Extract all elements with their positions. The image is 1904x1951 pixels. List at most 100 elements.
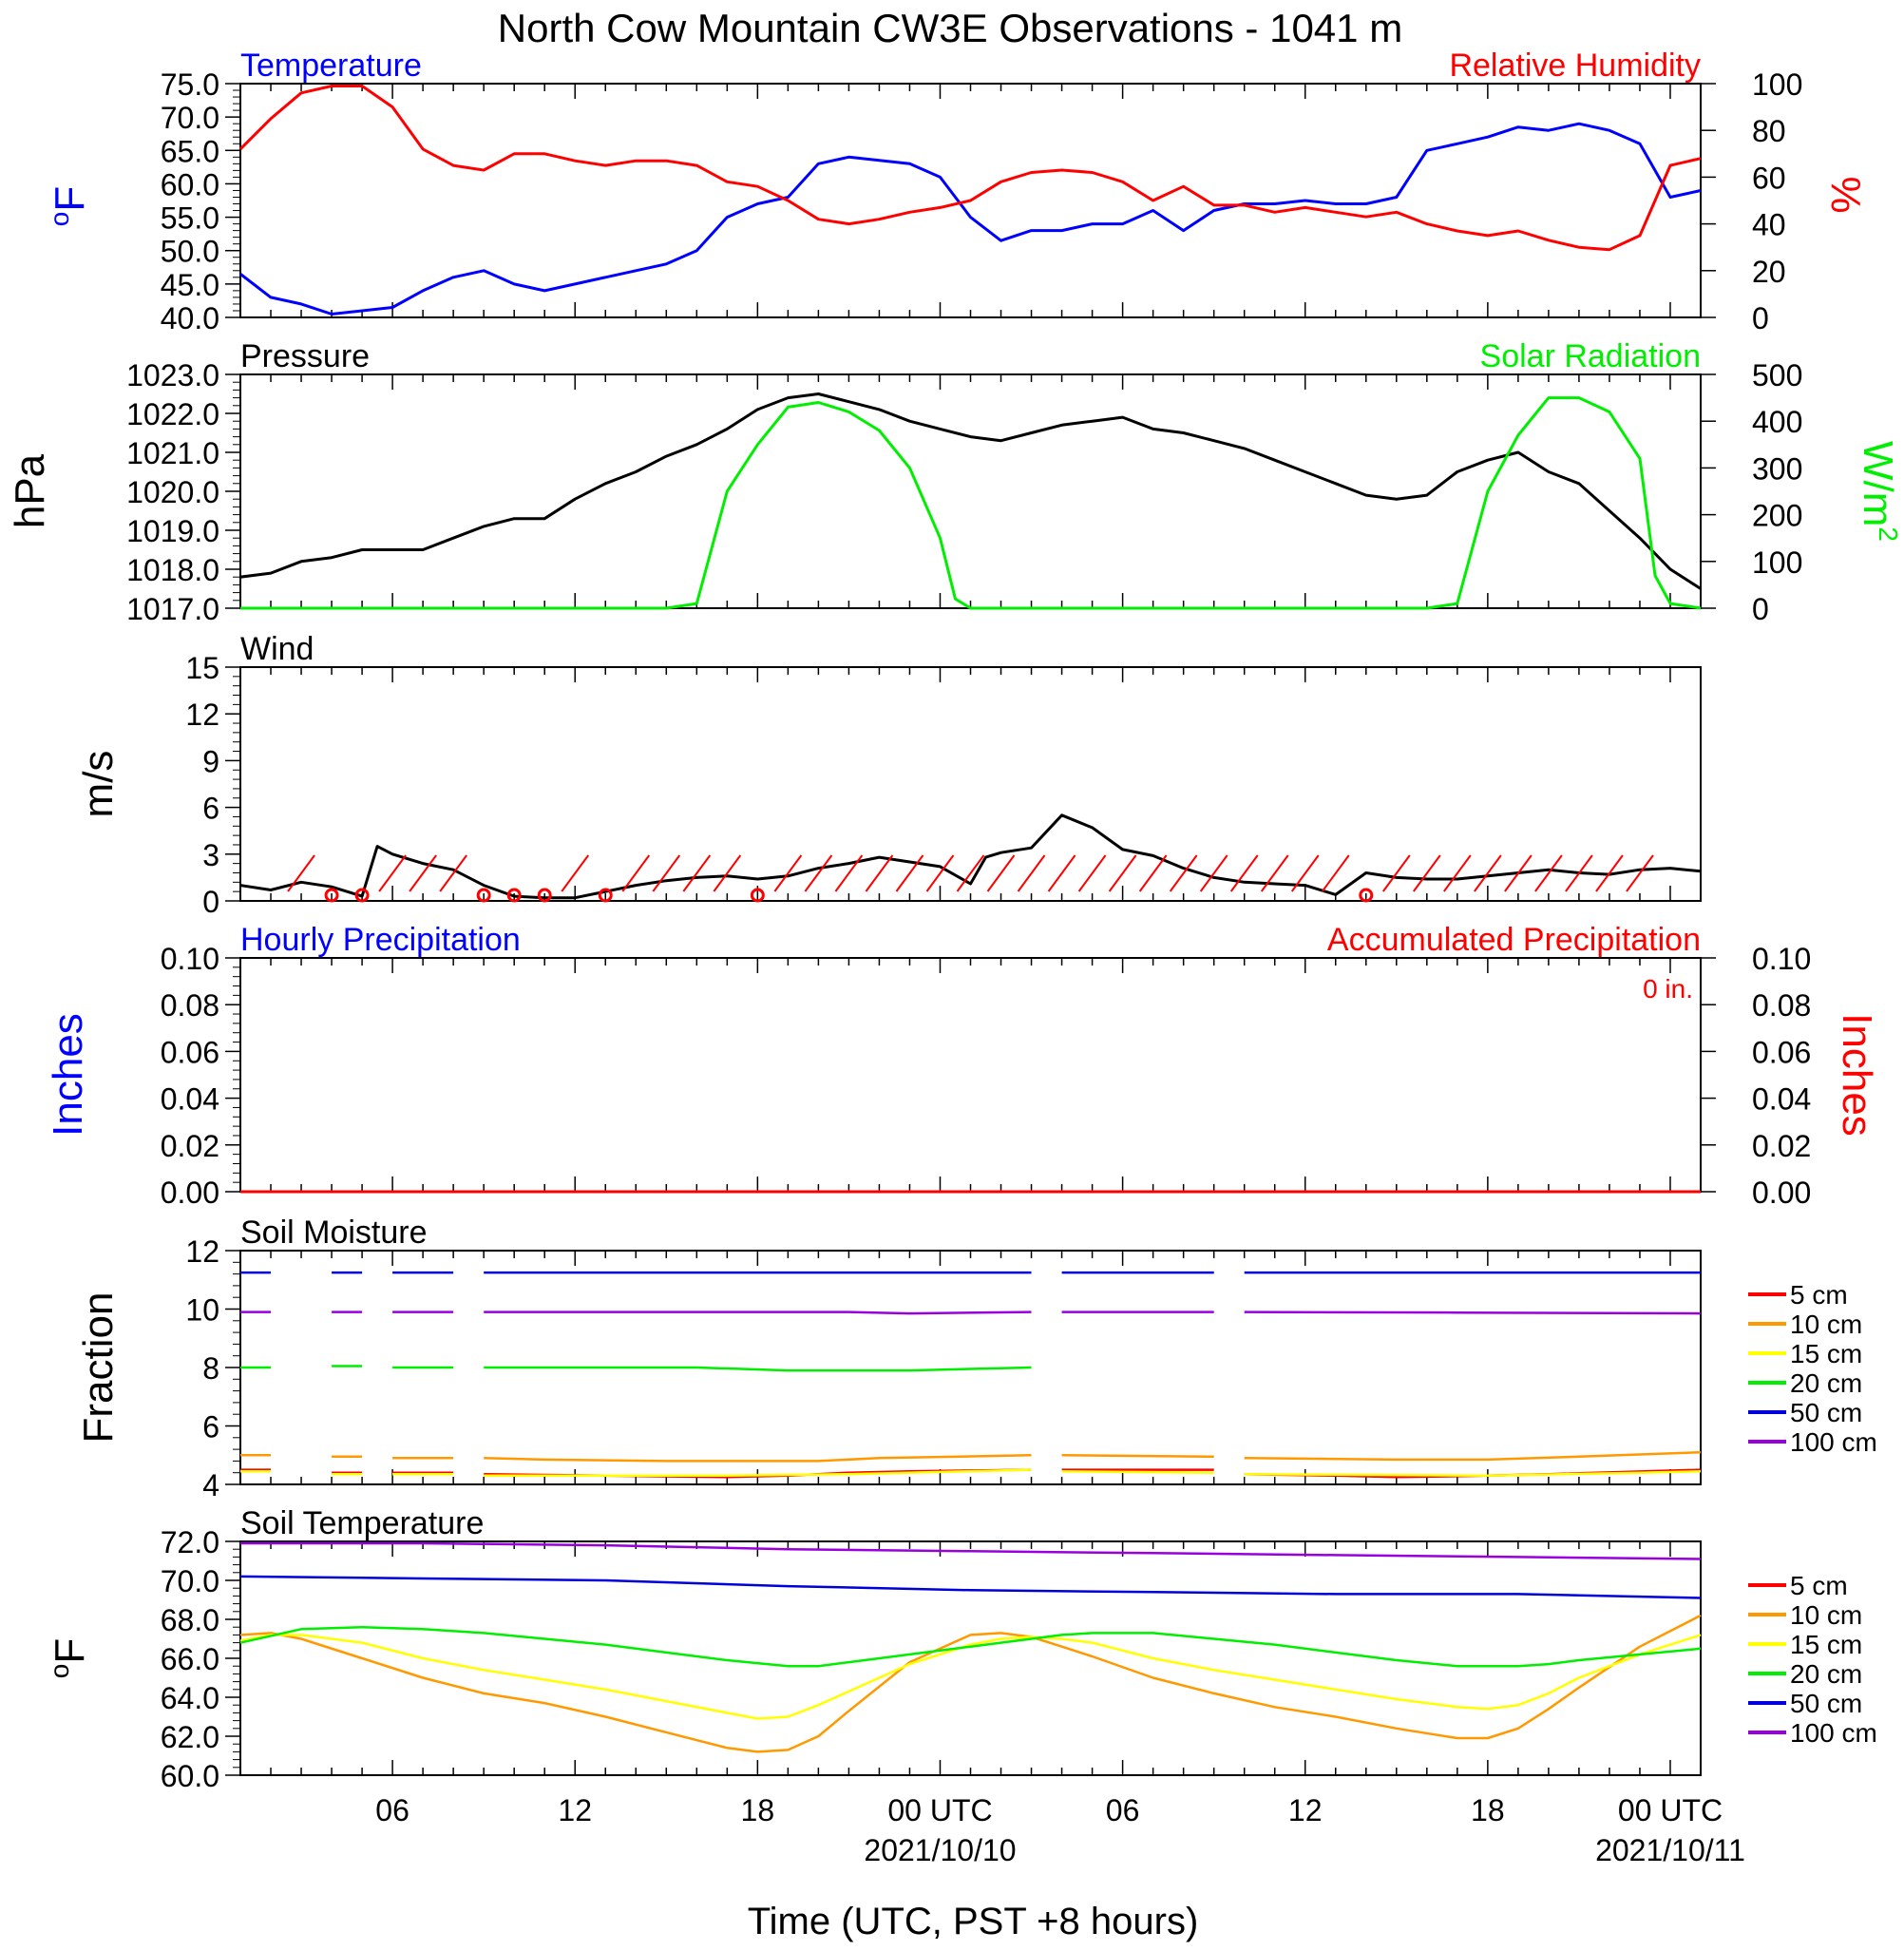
y-tick-label-right: 0.08 <box>1752 988 1811 1023</box>
y-tick-label-right: 60 <box>1752 161 1786 195</box>
panel-title-left: Temperature <box>240 48 422 84</box>
y-tick-label-left: 12 <box>185 1234 219 1269</box>
y-tick-label-right: 20 <box>1752 255 1786 289</box>
x-tick-label: 18 <box>741 1793 775 1827</box>
y-tick-label-left: 60.0 <box>161 167 219 201</box>
series-line-20cm <box>239 1625 1702 1668</box>
y-tick-label-left: 66.0 <box>161 1642 219 1676</box>
wind-barb <box>1321 854 1350 892</box>
y-axis-title-left: hPa <box>7 453 53 528</box>
wind-barb <box>682 854 712 892</box>
y-tick-label-left: 72.0 <box>161 1525 219 1559</box>
panel-precipitation: 0.00 0.02 0.04 0.06 0.08 0.10 0.00 0.02 0.04 0.06… <box>45 922 1880 1210</box>
y-tick-label-left: 1018.0 <box>126 553 219 587</box>
wind-barb <box>561 854 590 892</box>
y-axis-title-right: Inches <box>1834 1013 1880 1137</box>
x-axis-title: Time (UTC, PST +8 hours) <box>748 1901 1199 1942</box>
wind-barb <box>956 854 985 892</box>
panel-title-left: Hourly Precipitation <box>240 922 521 958</box>
y-tick-label-left: 0.08 <box>161 988 219 1023</box>
y-tick-label-left: 0.10 <box>161 942 219 976</box>
figure-title: North Cow Mountain CW3E Observations - 1… <box>498 6 1402 50</box>
panel-frame <box>239 1250 1702 1485</box>
wind-barb <box>1138 854 1168 892</box>
y-tick-label-left: 62.0 <box>161 1720 219 1754</box>
y-tick-label-left: 0.06 <box>161 1035 219 1069</box>
wind-barb <box>1595 854 1624 892</box>
y-tick-label-right: 300 <box>1752 451 1802 486</box>
y-tick-label-left: 50.0 <box>161 235 219 269</box>
y-tick-label-left: 9 <box>202 744 219 778</box>
y-axis-title-left: m/s <box>75 751 122 818</box>
y-tick-label-left: 68.0 <box>161 1603 219 1637</box>
legend-label: 10 cm <box>1790 1600 1862 1630</box>
y-axis-title-left: oF <box>45 1638 93 1678</box>
wind-barb <box>773 854 803 892</box>
y-tick-label-left: 70.0 <box>161 101 219 135</box>
wind-barb <box>1504 854 1533 892</box>
panel-title-left: Pressure <box>240 338 370 374</box>
y-axis-title-left: oF <box>45 186 93 226</box>
wind-barb <box>804 854 833 892</box>
legend-label: 5 cm <box>1790 1280 1848 1310</box>
panel-title-left: Soil Temperature <box>240 1505 484 1541</box>
series-line-100cm <box>484 1310 1032 1315</box>
y-tick-label-right: 0.04 <box>1752 1082 1811 1117</box>
wind-barb <box>925 854 955 892</box>
y-tick-label-left: 6 <box>202 1410 219 1444</box>
wind-barb <box>1626 854 1654 892</box>
legend-label: 50 cm <box>1790 1398 1862 1427</box>
wind-barb <box>1199 854 1228 892</box>
wind-barb <box>1169 854 1198 892</box>
series-line-100cm <box>240 1541 1702 1560</box>
panel-title-left: Soil Moisture <box>240 1215 428 1251</box>
panel-title-left: Wind <box>240 631 314 667</box>
series-line-wind <box>239 813 1702 900</box>
y-tick-label-left: 4 <box>202 1468 219 1502</box>
y-tick-label-left: 0.02 <box>161 1129 219 1163</box>
y-tick-label-left: 1022.0 <box>126 397 219 431</box>
series-line-15cm <box>1244 1469 1702 1478</box>
accumulated-total-label: 0 in. <box>1643 974 1693 1004</box>
y-tick-label-left: 1019.0 <box>126 514 219 548</box>
wind-barb <box>1229 854 1259 892</box>
y-tick-label-right: 0.02 <box>1752 1129 1811 1163</box>
x-tick-label: 00 UTC <box>1618 1793 1723 1827</box>
y-tick-label-left: 75.0 <box>161 67 219 102</box>
panel-title-right: Accumulated Precipitation <box>1327 922 1701 958</box>
series-line-solar <box>240 396 1702 610</box>
wind-barb <box>1381 854 1411 892</box>
y-tick-label-left: 70.0 <box>161 1564 219 1598</box>
x-tick-label: 12 <box>558 1793 592 1827</box>
wind-barb <box>378 854 407 892</box>
panel-title-right: Relative Humidity <box>1449 48 1701 84</box>
panel-wind: 0 3 6 9 12 15 Wind m/s <box>75 631 1702 919</box>
y-tick-label-left: 15 <box>185 651 219 685</box>
y-tick-label-left: 6 <box>202 792 219 826</box>
wind-barb <box>1534 854 1563 892</box>
series-line-pressure <box>239 392 1702 590</box>
y-tick-label-right: 200 <box>1752 499 1802 533</box>
y-tick-label-left: 0.00 <box>161 1176 219 1210</box>
series-line-rh <box>238 85 1702 252</box>
panel-frame <box>239 373 1702 609</box>
y-tick-label-left: 10 <box>185 1293 219 1328</box>
y-tick-label-right: 0 <box>1752 301 1769 335</box>
x-tick-label: 00 UTC <box>887 1793 992 1827</box>
wind-barb <box>1443 854 1472 892</box>
x-tick-label: 18 <box>1471 1793 1505 1827</box>
series-line-10cm <box>1244 1450 1702 1462</box>
series-line-15cm <box>1061 1469 1214 1474</box>
y-tick-label-left: 1021.0 <box>126 436 219 470</box>
series-line-50cm <box>239 1575 1702 1599</box>
y-tick-label-left: 55.0 <box>161 201 219 236</box>
y-axis-title-right: % <box>1822 176 1869 213</box>
series-line-15cm <box>239 1634 1702 1720</box>
y-tick-label-left: 64.0 <box>161 1681 219 1715</box>
calm-wind-marker <box>506 888 522 903</box>
y-tick-label-left: 1023.0 <box>126 358 219 392</box>
legend-label: 10 cm <box>1790 1310 1862 1339</box>
series-line-20cm <box>484 1366 1032 1372</box>
